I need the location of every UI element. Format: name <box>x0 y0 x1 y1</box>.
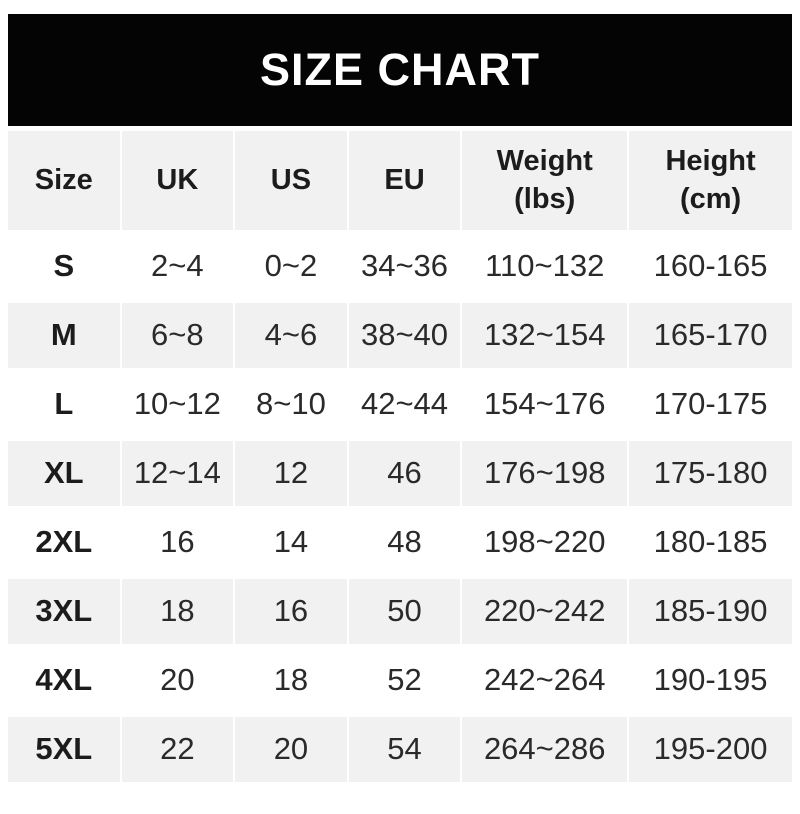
page-title: SIZE CHART <box>260 44 540 95</box>
weight-value: 110~132 <box>462 234 628 299</box>
column-header-height-line2: (cm) <box>679 182 742 215</box>
size-label: XL <box>8 441 120 506</box>
column-header-eu-label: EU <box>384 163 425 196</box>
height-value: 175-180 <box>629 441 792 506</box>
size-label: 3XL <box>8 579 120 644</box>
uk-value: 12~14 <box>121 441 234 506</box>
weight-value: 220~242 <box>462 579 628 644</box>
us-value: 16 <box>235 579 347 644</box>
height-value: 160-165 <box>629 234 792 299</box>
us-value: 0~2 <box>235 234 347 299</box>
us-value: 8~10 <box>235 372 347 437</box>
column-header-eu: EU <box>348 131 461 230</box>
size-label: L <box>8 372 120 437</box>
height-value: 195-200 <box>629 717 792 782</box>
uk-value: 16 <box>121 510 234 575</box>
us-value: 14 <box>235 510 347 575</box>
size-chart-table: Size UK US EU Weight (lbs) Height (cm) S… <box>8 131 792 782</box>
column-header-size-label: Size <box>34 163 93 196</box>
weight-value: 242~264 <box>462 648 628 713</box>
column-header-us-label: US <box>270 163 312 196</box>
column-header-height: Height (cm) <box>629 131 792 230</box>
uk-value: 20 <box>121 648 234 713</box>
eu-value: 54 <box>348 717 461 782</box>
column-header-weight-line2: (lbs) <box>514 182 576 215</box>
eu-value: 52 <box>348 648 461 713</box>
uk-value: 22 <box>121 717 234 782</box>
column-header-us: US <box>235 131 347 230</box>
eu-value: 42~44 <box>348 372 461 437</box>
weight-value: 154~176 <box>462 372 628 437</box>
eu-value: 48 <box>348 510 461 575</box>
us-value: 4~6 <box>235 303 347 368</box>
eu-value: 50 <box>348 579 461 644</box>
us-value: 20 <box>235 717 347 782</box>
title-banner: SIZE CHART <box>8 14 792 126</box>
size-label: 4XL <box>8 648 120 713</box>
size-label: 2XL <box>8 510 120 575</box>
us-value: 18 <box>235 648 347 713</box>
size-label: S <box>8 234 120 299</box>
height-value: 170-175 <box>629 372 792 437</box>
height-value: 165-170 <box>629 303 792 368</box>
height-value: 180-185 <box>629 510 792 575</box>
uk-value: 2~4 <box>121 234 234 299</box>
size-label: 5XL <box>8 717 120 782</box>
eu-value: 46 <box>348 441 461 506</box>
column-header-uk: UK <box>121 131 234 230</box>
column-header-uk-label: UK <box>156 163 199 196</box>
column-header-weight-line1: Weight <box>496 144 593 177</box>
eu-value: 38~40 <box>348 303 461 368</box>
height-value: 185-190 <box>629 579 792 644</box>
height-value: 190-195 <box>629 648 792 713</box>
eu-value: 34~36 <box>348 234 461 299</box>
column-header-height-line1: Height <box>665 144 756 177</box>
uk-value: 10~12 <box>121 372 234 437</box>
weight-value: 176~198 <box>462 441 628 506</box>
uk-value: 6~8 <box>121 303 234 368</box>
column-header-size: Size <box>8 131 120 230</box>
uk-value: 18 <box>121 579 234 644</box>
column-header-weight: Weight (lbs) <box>462 131 628 230</box>
us-value: 12 <box>235 441 347 506</box>
weight-value: 264~286 <box>462 717 628 782</box>
weight-value: 198~220 <box>462 510 628 575</box>
weight-value: 132~154 <box>462 303 628 368</box>
size-label: M <box>8 303 120 368</box>
